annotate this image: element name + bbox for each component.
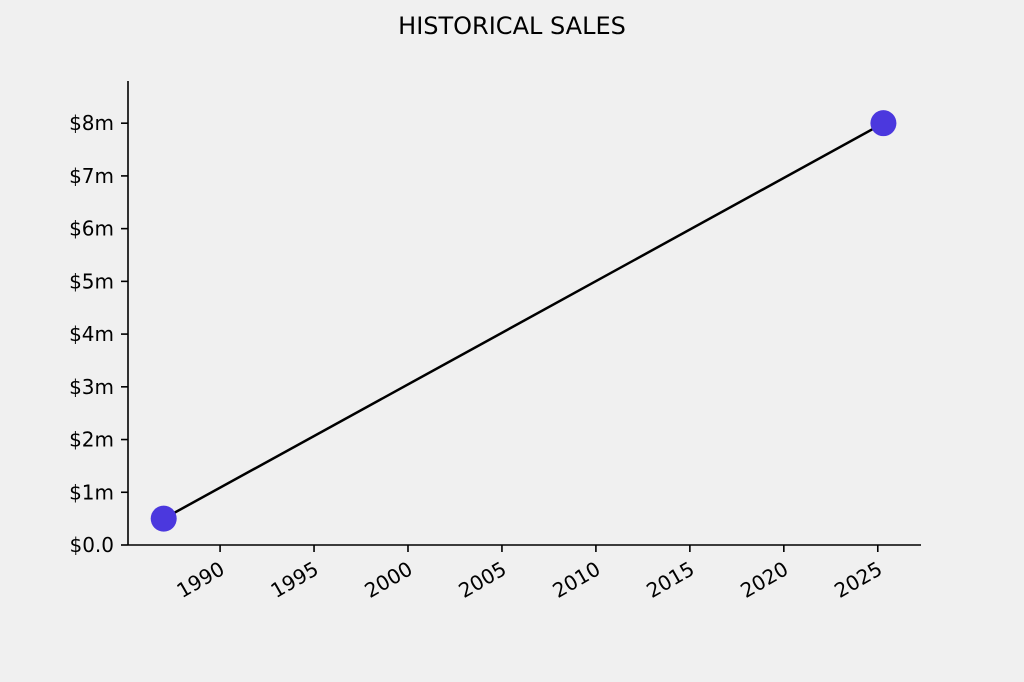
y-tick-label: $8m: [69, 111, 114, 135]
y-tick-label: $5m: [69, 269, 114, 293]
y-tick-label: $6m: [69, 217, 114, 241]
chart-title: HISTORICAL SALES: [398, 12, 626, 40]
line: [163, 122, 885, 520]
point: [150, 505, 177, 532]
y-tick-label: $7m: [69, 164, 114, 188]
y-tick-label: $1m: [69, 480, 114, 504]
y-tick-label: $3m: [69, 375, 114, 399]
point: [870, 110, 897, 137]
y-tick-label: $4m: [69, 322, 114, 346]
y-tick-label: $0.0: [69, 533, 114, 557]
y-tick-label: $2m: [69, 428, 114, 452]
